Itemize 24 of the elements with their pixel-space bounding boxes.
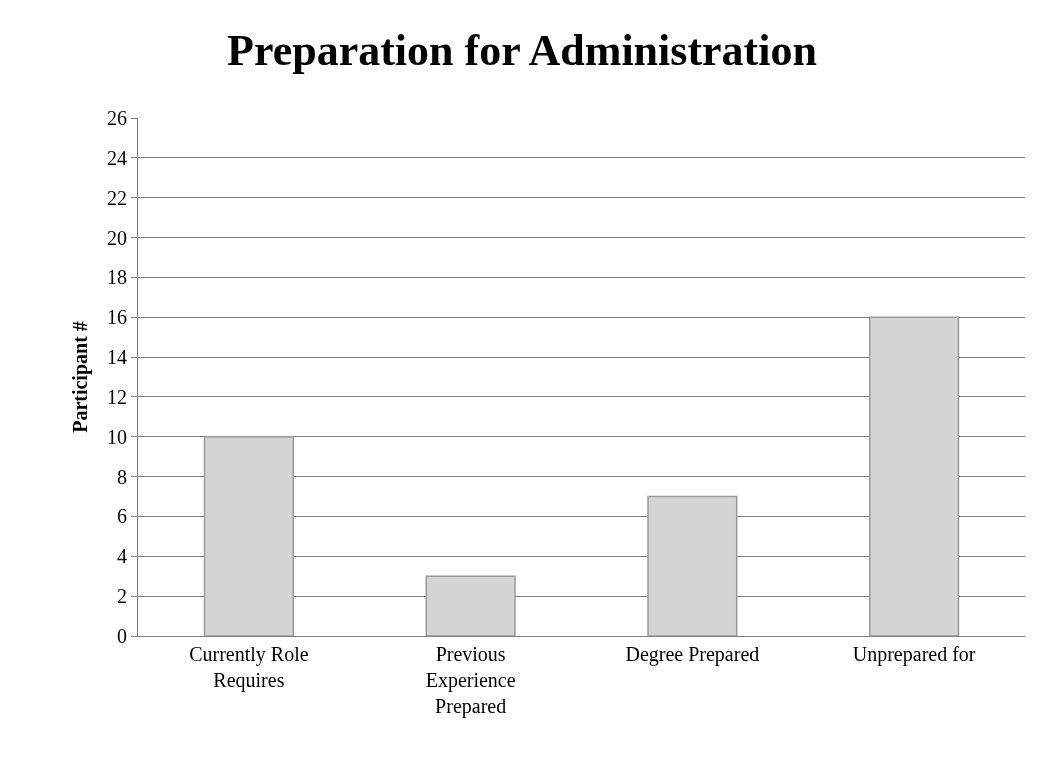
y-tick-label: 10 — [107, 425, 127, 448]
y-tick-label: 26 — [107, 107, 127, 129]
y-tick-label: 16 — [107, 306, 127, 329]
bar — [203, 436, 294, 636]
x-tick-label: Degree Prepared — [625, 643, 760, 666]
y-tick-label: 4 — [117, 545, 127, 568]
bar — [647, 495, 738, 636]
x-tick-label: Unprepared for — [852, 643, 976, 666]
y-tick-label: 6 — [117, 505, 127, 528]
y-axis-title: Participant # — [68, 321, 92, 433]
chart-title: Preparation for Administration — [227, 25, 817, 75]
y-tick-label: 0 — [117, 625, 127, 647]
x-tick-label: Currently Role Requires — [189, 643, 309, 692]
y-tick-label: 12 — [107, 385, 127, 408]
y-tick-label: 2 — [117, 585, 127, 608]
y-tick-label: 18 — [107, 266, 127, 289]
y-tick-label: 22 — [107, 186, 127, 209]
y-tick-label: 20 — [107, 226, 127, 249]
y-tick-label: 24 — [107, 146, 127, 169]
x-tick-label: Previous Experience Prepared — [425, 643, 516, 718]
y-tick-label: 8 — [117, 465, 127, 488]
bar — [425, 575, 516, 636]
y-tick-label: 14 — [107, 346, 127, 369]
bar — [869, 316, 960, 636]
